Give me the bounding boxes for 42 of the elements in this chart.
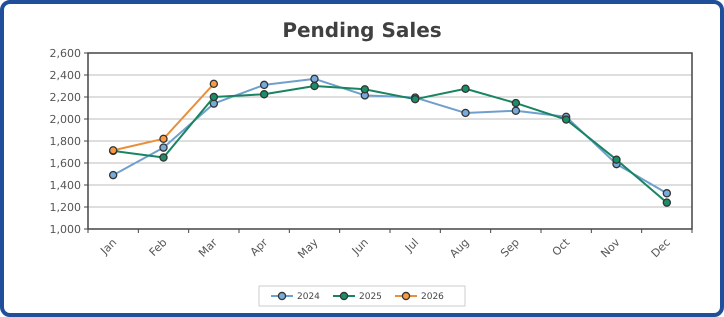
point — [260, 90, 268, 98]
y-tick-label: 2,000 — [50, 112, 81, 126]
x-tick-label: Nov — [598, 236, 623, 260]
legend-label: 2025 — [359, 292, 382, 302]
point — [612, 155, 621, 164]
x-tick-label: Dec — [648, 236, 673, 260]
x-tick-label: Jun — [348, 236, 371, 258]
y-tick-label: 2,200 — [50, 90, 81, 104]
point — [310, 82, 319, 90]
x-tick-label: Oct — [550, 235, 573, 259]
y-tick-label: 1,000 — [50, 222, 81, 236]
point — [310, 74, 319, 84]
x-tick-label: Jul — [402, 236, 422, 256]
point — [210, 80, 218, 88]
point — [360, 85, 370, 94]
legend-label: 2026 — [421, 292, 444, 302]
point — [562, 115, 570, 124]
point — [210, 92, 218, 102]
y-tick-label: 1,200 — [50, 200, 81, 214]
y-tick-label: 1,800 — [50, 134, 81, 148]
point — [461, 108, 470, 118]
y-tick-label: 2,400 — [50, 68, 81, 82]
x-tick-label: Jan — [97, 236, 120, 258]
point — [159, 143, 168, 152]
x-tick-label: Mar — [196, 236, 220, 260]
x-tick-label: Feb — [146, 236, 170, 259]
point — [260, 80, 268, 90]
point — [159, 153, 168, 162]
chart-title: Pending Sales — [282, 18, 442, 42]
point — [512, 98, 520, 108]
x-tick-label: Sep — [498, 236, 522, 260]
point — [108, 170, 118, 180]
legend-label: 2024 — [297, 292, 320, 302]
point — [662, 189, 672, 198]
y-tick-label: 1,600 — [50, 156, 81, 170]
x-tick-label: Apr — [248, 236, 271, 259]
point — [512, 106, 520, 115]
point — [159, 134, 168, 144]
point — [461, 84, 470, 93]
point — [662, 198, 672, 207]
y-tick-label: 2,600 — [50, 46, 81, 60]
y-tick-label: 1,400 — [50, 178, 81, 192]
